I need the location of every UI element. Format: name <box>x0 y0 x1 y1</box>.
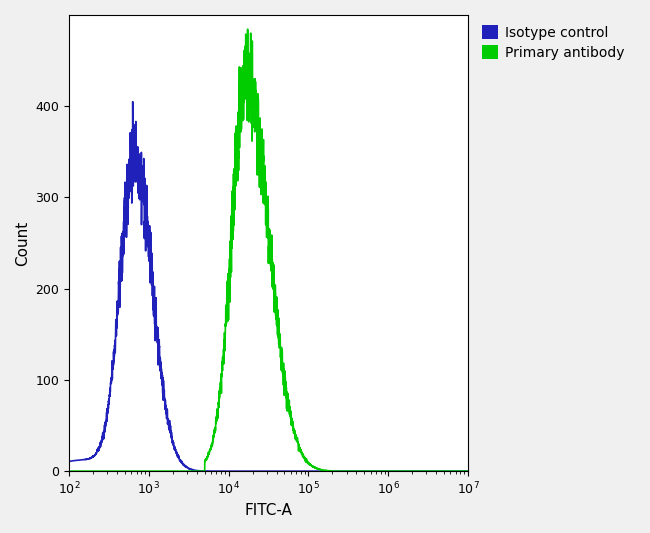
X-axis label: FITC-A: FITC-A <box>244 503 292 518</box>
Y-axis label: Count: Count <box>15 221 30 265</box>
Legend: Isotype control, Primary antibody: Isotype control, Primary antibody <box>479 22 628 63</box>
